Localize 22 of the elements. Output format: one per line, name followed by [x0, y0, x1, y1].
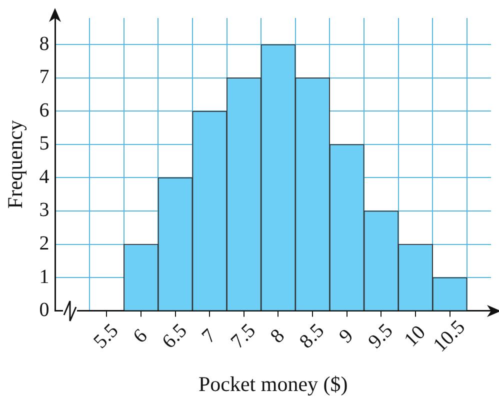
y-tick-label: 0	[39, 299, 50, 322]
y-tick-label: 3	[39, 199, 50, 222]
x-tick-label: 10.5	[429, 316, 470, 356]
y-tick-label: 5	[39, 132, 50, 155]
x-tick-label: 9	[335, 324, 358, 348]
x-axis-title: Pocket money ($)	[198, 372, 348, 396]
y-tick-label: 6	[39, 99, 50, 122]
x-tick-label: 8.5	[295, 320, 329, 353]
x-tick-label: 6	[129, 324, 152, 348]
x-tick-label: 10	[400, 321, 430, 352]
y-tick-label: 8	[39, 32, 50, 55]
y-axis-title: Frequency	[3, 120, 28, 209]
y-tick-label: 4	[39, 166, 50, 188]
x-tick-label: 5.5	[90, 320, 123, 353]
x-tick-label: 7.5	[226, 320, 260, 353]
x-tick-label: 6.5	[158, 320, 192, 353]
y-tick-label: 1	[39, 266, 50, 288]
y-tick-label: 2	[39, 232, 50, 255]
x-tick-label: 7	[198, 324, 220, 348]
y-tick-label: 7	[39, 66, 50, 88]
x-tick-label: 9.5	[364, 320, 398, 353]
x-tick-label: 8	[266, 324, 290, 348]
